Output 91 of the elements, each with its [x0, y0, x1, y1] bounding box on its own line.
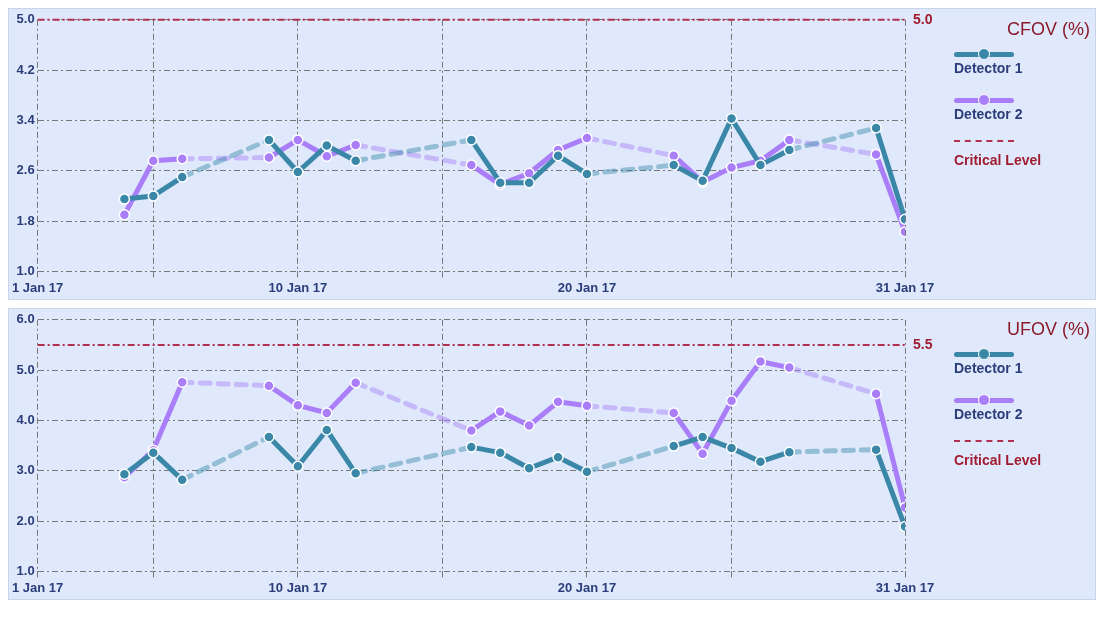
- point: [176, 171, 188, 183]
- y-tick-label: 4.2: [16, 61, 35, 77]
- point: [349, 376, 362, 389]
- point: [667, 407, 680, 419]
- point: [552, 396, 564, 408]
- point: [754, 159, 767, 171]
- point: [725, 161, 738, 174]
- annotation: 5.5: [913, 335, 933, 352]
- point: [494, 405, 506, 418]
- point: [581, 168, 593, 180]
- point: [552, 149, 564, 162]
- point: [870, 148, 882, 161]
- point: [263, 151, 275, 164]
- legend-title: UFOV (%): [1006, 319, 1090, 340]
- point: [523, 462, 535, 474]
- point: [321, 424, 333, 436]
- point: [147, 154, 160, 167]
- point: [147, 190, 160, 202]
- legend-label: Critical Level: [954, 152, 1043, 168]
- point: [465, 441, 478, 453]
- point: [118, 209, 131, 221]
- point: [263, 379, 275, 392]
- point: [783, 134, 796, 146]
- point: [176, 376, 188, 388]
- point: [321, 139, 333, 152]
- x-tick-label: 10 Jan 17: [268, 579, 328, 595]
- point: [870, 443, 882, 456]
- legend-label: Detector 1: [954, 360, 1024, 376]
- y-tick-label: 1.8: [16, 212, 35, 228]
- point: [523, 176, 535, 189]
- x-tick-label: 31 Jan 17: [875, 579, 935, 595]
- point: [725, 395, 738, 407]
- point: [292, 399, 304, 412]
- point: [263, 134, 275, 146]
- point: [725, 112, 738, 125]
- y-tick-label: 3.0: [16, 462, 35, 478]
- point: [176, 474, 188, 486]
- point: [321, 150, 333, 163]
- x-tick-label: 20 Jan 17: [557, 579, 617, 595]
- y-tick-label: 6.0: [16, 311, 35, 327]
- point: [349, 139, 362, 151]
- point: [783, 144, 796, 156]
- x-tick-label: 10 Jan 17: [268, 279, 328, 295]
- point: [349, 467, 362, 480]
- point: [552, 451, 564, 463]
- point: [292, 460, 304, 472]
- y-tick-label: 1.0: [16, 562, 35, 578]
- y-tick-label: 1.0: [16, 262, 35, 278]
- point: [494, 446, 506, 459]
- point: [465, 424, 478, 437]
- annotation: 5.0: [913, 10, 933, 27]
- y-tick-label: 2.0: [16, 512, 35, 528]
- y-tick-label: 5.0: [16, 11, 35, 27]
- x-tick-label: 1 Jan 17: [11, 579, 64, 595]
- point: [667, 440, 680, 452]
- y-tick-label: 3.4: [16, 112, 36, 128]
- point: [349, 154, 362, 167]
- point: [523, 419, 535, 432]
- point: [263, 431, 275, 443]
- point: [870, 122, 882, 134]
- legend-label: Detector 1: [954, 60, 1024, 76]
- point: [754, 355, 767, 368]
- point: [581, 400, 593, 412]
- x-tick-label: 20 Jan 17: [557, 279, 617, 295]
- point: [118, 193, 131, 205]
- point: [581, 466, 593, 478]
- point: [176, 153, 188, 165]
- point: [783, 446, 796, 458]
- y-tick-label: 5.0: [16, 361, 35, 377]
- point: [725, 442, 738, 454]
- point: [783, 361, 796, 374]
- point: [696, 431, 709, 443]
- point: [292, 166, 304, 178]
- point: [754, 455, 767, 468]
- point: [667, 159, 680, 171]
- y-tick-label: 2.6: [16, 162, 35, 178]
- point: [465, 159, 478, 171]
- point: [581, 132, 593, 144]
- legend-label: Detector 2: [954, 106, 1024, 122]
- x-tick-label: 1 Jan 17: [11, 279, 64, 295]
- x-tick-label: 31 Jan 17: [875, 279, 935, 295]
- point: [667, 149, 680, 162]
- legend-label: Critical Level: [954, 452, 1043, 468]
- point: [292, 134, 304, 146]
- point: [465, 134, 478, 146]
- point: [870, 388, 882, 400]
- legend-label: Detector 2: [954, 406, 1024, 422]
- y-tick-label: 4.0: [16, 412, 35, 428]
- legend-title: CFOV (%): [1006, 19, 1090, 40]
- point: [321, 407, 333, 419]
- point: [696, 447, 709, 460]
